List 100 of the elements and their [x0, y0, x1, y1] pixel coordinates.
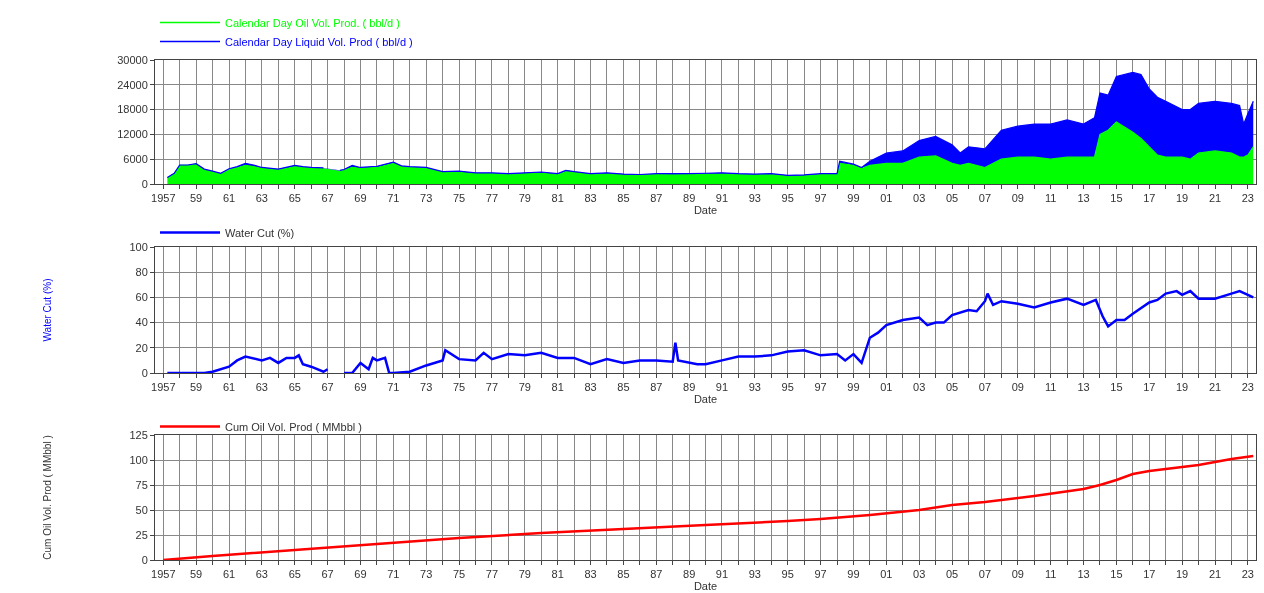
y-tick-label: 40 — [135, 316, 148, 329]
x-tick-label: 69 — [354, 381, 367, 394]
y-tick-label: 6000 — [123, 153, 148, 166]
x-tick-label: 15 — [1110, 568, 1123, 581]
x-tick-label: 19 — [1175, 568, 1189, 581]
y-tick-label: 80 — [135, 266, 148, 279]
x-tick-label: 91 — [715, 381, 729, 394]
y-tick-label: 100 — [129, 453, 148, 466]
text: Water Cut (%) — [225, 226, 295, 239]
x-tick-label: 71 — [387, 568, 400, 581]
x-tick-label: 89 — [683, 568, 696, 581]
x-tick-label: 13 — [1077, 381, 1090, 394]
x-tick-label: 85 — [617, 192, 630, 205]
line-series — [162, 454, 1255, 560]
x-tick-label: 09 — [1011, 192, 1024, 205]
x-tick-label: 13 — [1077, 568, 1090, 581]
x-tick-label: 01 — [880, 381, 893, 394]
x-tick-label: 1957 — [151, 192, 176, 205]
x-tick-label: 73 — [420, 568, 433, 581]
text: Cum Oil Vol. Prod ( MMbbl ) — [225, 420, 362, 433]
x-tick-label: 17 — [1143, 192, 1156, 205]
x-tick-label: 79 — [518, 381, 531, 394]
x-tick-label: 1957 — [151, 568, 176, 581]
x-tick-label: 03 — [913, 192, 926, 205]
x-tick-label: 77 — [485, 192, 499, 205]
x-tick-label: 07 — [978, 381, 992, 394]
x-tick-label: 59 — [189, 381, 203, 394]
x-tick-label: 19 — [1175, 381, 1189, 394]
x-tick-label: 21 — [1208, 381, 1222, 394]
x-tick-label: 07 — [978, 192, 992, 205]
x-tick-label: 85 — [617, 568, 630, 581]
x-tick-label: 83 — [584, 568, 597, 581]
x-tick-label: 15 — [1110, 192, 1123, 205]
x-tick-label: 69 — [354, 192, 367, 205]
x-tick-label: 63 — [255, 192, 268, 205]
y-tick-label: 0 — [141, 366, 148, 379]
y-tick-label: 0 — [141, 177, 148, 190]
x-tick-label: 93 — [748, 192, 762, 205]
x-tick-label: 97 — [814, 568, 827, 581]
x-tick-label: 81 — [551, 568, 564, 581]
x-tick-label: 21 — [1208, 568, 1222, 581]
x-tick-label: 21 — [1208, 192, 1222, 205]
y-tick-label: 30000 — [117, 53, 148, 66]
x-tick-label: 65 — [288, 192, 301, 205]
x-tick-label: 03 — [913, 381, 926, 394]
x-tick-label: 11 — [1044, 568, 1057, 581]
x-tick-label: 87 — [650, 192, 663, 205]
x-tick-label: 71 — [387, 381, 400, 394]
y-tick-label: 100 — [129, 240, 148, 253]
y-axis-title: Water Cut (%) — [42, 278, 54, 342]
x-tick-label: 09 — [1011, 568, 1024, 581]
x-tick-label: 67 — [321, 381, 334, 394]
x-tick-label: 79 — [518, 192, 531, 205]
x-tick-label: 61 — [222, 568, 236, 581]
x-tick-label: 83 — [584, 381, 597, 394]
x-tick-label: 05 — [945, 192, 959, 205]
x-axis-title: Date — [693, 393, 718, 406]
x-tick-label: 07 — [978, 568, 992, 581]
x-tick-label: 59 — [189, 192, 203, 205]
x-tick-label: 89 — [683, 192, 696, 205]
text: Calendar Day Oil Vol. Prod. ( bbl/d ) — [225, 16, 400, 29]
x-tick-label: 05 — [945, 381, 959, 394]
x-tick-label: 59 — [189, 568, 203, 581]
x-axis-title: Date — [693, 580, 718, 593]
x-tick-label: 81 — [551, 192, 564, 205]
x-tick-label: 97 — [814, 192, 827, 205]
x-tick-label: 67 — [321, 568, 334, 581]
x-tick-label: 61 — [222, 192, 236, 205]
x-tick-label: 73 — [420, 381, 433, 394]
x-tick-label: 17 — [1143, 381, 1156, 394]
x-tick-label: 17 — [1143, 568, 1156, 581]
y-tick-label: 12000 — [117, 128, 148, 141]
x-tick-label: 91 — [715, 568, 729, 581]
x-tick-label: 75 — [452, 568, 466, 581]
x-tick-label: 87 — [650, 381, 663, 394]
x-tick-label: 89 — [683, 381, 696, 394]
x-tick-label: 69 — [354, 568, 367, 581]
y-tick-label: 50 — [135, 503, 148, 516]
x-tick-label: 85 — [617, 381, 630, 394]
y-tick-label: 60 — [135, 291, 148, 304]
y-tick-label: 20 — [135, 341, 148, 354]
text: Calendar Day Liquid Vol. Prod ( bbl/d ) — [225, 35, 413, 48]
x-tick-label: 63 — [255, 381, 268, 394]
x-tick-label: 23 — [1241, 192, 1254, 205]
x-tick-label: 01 — [880, 192, 893, 205]
x-tick-label: 95 — [781, 381, 794, 394]
x-tick-label: 95 — [781, 568, 794, 581]
x-tick-label: 1957 — [151, 381, 176, 394]
x-tick-label: 13 — [1077, 192, 1090, 205]
x-tick-label: 63 — [255, 568, 268, 581]
x-tick-label: 73 — [420, 192, 433, 205]
x-tick-label: 65 — [288, 568, 301, 581]
x-tick-label: 15 — [1110, 381, 1123, 394]
x-tick-label: 95 — [781, 192, 794, 205]
x-tick-label: 05 — [945, 568, 959, 581]
x-tick-label: 99 — [847, 192, 860, 205]
x-tick-label: 03 — [913, 568, 926, 581]
x-tick-label: 97 — [814, 381, 827, 394]
x-tick-label: 77 — [485, 381, 499, 394]
y-tick-label: 0 — [141, 553, 148, 566]
